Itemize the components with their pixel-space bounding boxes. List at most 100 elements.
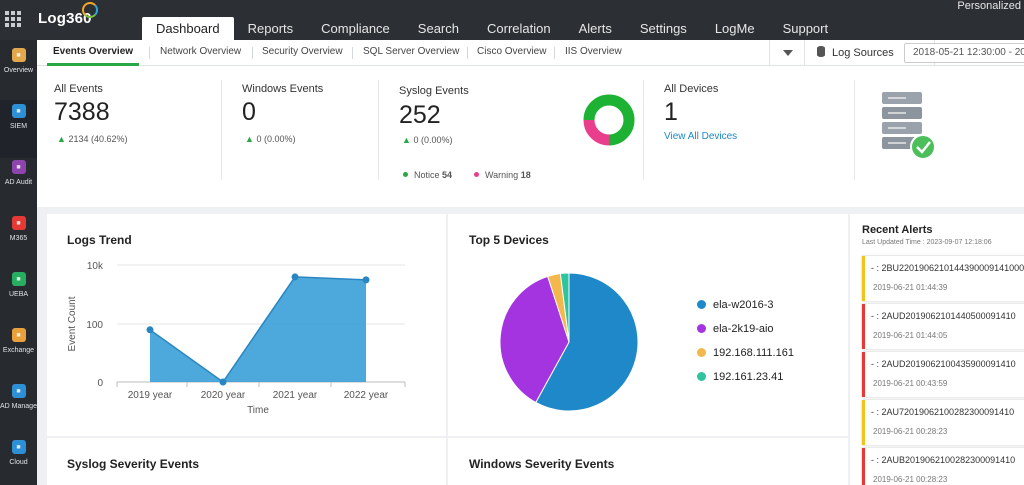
sidebar-item-ad-audit[interactable]: ■ AD Audit <box>0 156 37 214</box>
notice-label: Notice <box>414 170 440 180</box>
pie-slice-ela-w2016-3[interactable] <box>535 272 639 412</box>
sidebar-item-exchange[interactable]: ■ Exchange <box>0 324 37 382</box>
notice-dot-icon <box>403 172 408 177</box>
recent-alerts-panel: Recent Alerts Last Updated Time : 2023-0… <box>850 214 1024 485</box>
legend-item[interactable]: 192.161.23.41 <box>697 371 783 383</box>
view-all-devices-link[interactable]: View All Devices <box>664 131 738 142</box>
app-grid-icon[interactable] <box>5 11 21 27</box>
syslog-events-delta: ▲ 0 (0.00%) <box>402 135 452 145</box>
more-tabs-dropdown[interactable] <box>769 40 805 66</box>
x-tick-label: 2022 year <box>344 390 389 401</box>
alert-item[interactable]: - : 2AUD2019062101440500091410 2019-06-21… <box>862 304 1024 349</box>
top-bar: Log360 Personalized Dashboard Reports Comp… <box>0 0 1024 40</box>
alert-id: - : 2AUD2019062101440500091410 <box>871 311 1016 321</box>
divider <box>221 80 222 180</box>
divider <box>854 80 855 180</box>
alert-item[interactable]: - : 2AUD2019062100435900091410 2019-06-21… <box>862 352 1024 397</box>
alert-id: - : 2BU2201906210144390009141000 <box>871 263 1024 273</box>
windows-events-delta-text: 0 (0.00%) <box>256 134 296 144</box>
tab-support[interactable]: Support <box>782 21 829 36</box>
subtab-events-overview[interactable]: Events Overview <box>47 40 140 66</box>
pie-slice-192-161-23-41[interactable] <box>559 272 570 343</box>
all-devices-title: All Devices <box>664 83 719 95</box>
subtab-sql-server-overview[interactable]: SQL Server Overview <box>363 46 460 57</box>
divider <box>643 80 644 180</box>
syslog-events-value: 252 <box>399 101 441 129</box>
y-tick-label: 10k <box>87 261 104 272</box>
sidebar-item-label: SIEM <box>9 123 28 130</box>
personalized-link[interactable]: Personalized <box>957 0 1021 12</box>
sidebar-item-overview[interactable]: ■ Overview <box>0 44 37 102</box>
windows-events-value: 0 <box>242 98 256 126</box>
tab-logme[interactable]: LogMe <box>714 21 755 36</box>
siem-shield-icon: ■ <box>11 104 26 118</box>
all-events-title: All Events <box>54 83 103 95</box>
windows-severity-card: Windows Severity Events <box>448 438 848 485</box>
recent-alerts-updated: Last Updated Time : 2023-09-07 12:18:06 <box>862 239 992 246</box>
sidebar-item-siem[interactable]: ■ SIEM <box>0 100 37 158</box>
top-5-devices-pie <box>499 272 639 412</box>
alert-item[interactable]: - : 2AU72019062100282300091410 2019-06-21… <box>862 400 1024 445</box>
legend-label: 192.168.111.161 <box>713 347 794 359</box>
legend-item[interactable]: ela-2k19-aio <box>697 323 774 335</box>
tab-separator <box>252 47 253 59</box>
tab-separator <box>352 47 353 59</box>
ueba-icon: ■ <box>11 272 26 286</box>
logs-trend-title: Logs Trend <box>67 233 132 247</box>
sidebar-item-cloud[interactable]: ■ Cloud <box>0 436 37 485</box>
stats-panel: All Events 7388 ▲ 2134 (40.62%) Windows … <box>37 66 1024 207</box>
x-tick-label: 2019 year <box>128 390 173 401</box>
sidebar-item-ueba[interactable]: ■ UEBA <box>0 268 37 326</box>
warning-dot-icon <box>474 172 479 177</box>
area-series-line <box>149 276 367 384</box>
legend-item[interactable]: ela-w2016-3 <box>697 299 774 311</box>
sidebar-item-label: AD Management <box>0 403 37 410</box>
date-range-picker[interactable]: 2018-05-21 12:30:00 - 20 <box>904 43 1024 63</box>
windows-events-delta: ▲ 0 (0.00%) <box>245 134 295 144</box>
x-tick-label: 2020 year <box>201 390 246 401</box>
subtab-security-overview[interactable]: Security Overview <box>262 46 343 57</box>
all-devices-value: 1 <box>664 98 678 126</box>
alert-item[interactable]: - : 2AUB2019062100282300091410 2019-06-21… <box>862 448 1024 485</box>
y-axis-label: Event Count <box>67 296 78 351</box>
pie-slice-ela-2k19-aio[interactable] <box>499 275 570 404</box>
syslog-events-delta-text: 0 (0.00%) <box>413 135 453 145</box>
alert-item[interactable]: - : 2BU2201906210144390009141000 2019-06-… <box>862 256 1024 301</box>
tab-compliance[interactable]: Compliance <box>321 21 390 36</box>
tab-separator <box>149 47 150 59</box>
sidebar-item-ad-management[interactable]: ■ AD Management <box>0 380 37 438</box>
top-5-devices-title: Top 5 Devices <box>469 233 549 247</box>
warning-count: 18 <box>520 170 531 180</box>
data-point[interactable] <box>146 326 154 334</box>
sidebar-item-label: M365 <box>9 235 28 242</box>
sidebar-item-m365[interactable]: ■ M365 <box>0 212 37 270</box>
data-point[interactable] <box>362 276 370 284</box>
tab-separator <box>467 47 468 59</box>
windows-events-title: Windows Events <box>242 83 324 95</box>
data-point[interactable] <box>219 378 227 386</box>
up-arrow-icon: ▲ <box>402 135 411 145</box>
tab-alerts[interactable]: Alerts <box>578 21 612 36</box>
sidebar-item-label: Exchange <box>2 347 35 354</box>
tab-correlation[interactable]: Correlation <box>487 21 551 36</box>
tab-reports[interactable]: Reports <box>247 21 294 36</box>
y-tick-label: 0 <box>97 378 103 389</box>
alert-id: - : 2AU72019062100282300091410 <box>871 407 1015 417</box>
legend-item[interactable]: 192.168.111.161 <box>697 347 794 359</box>
syslog-donut-chart <box>583 94 635 146</box>
all-events-value: 7388 <box>54 98 110 126</box>
subtab-iis-overview[interactable]: IIS Overview <box>565 46 622 57</box>
tab-search[interactable]: Search <box>417 21 459 36</box>
ad-management-icon: ■ <box>11 384 26 398</box>
subtab-cisco-overview[interactable]: Cisco Overview <box>477 46 547 57</box>
ad-audit-icon: ■ <box>11 160 26 174</box>
syslog-legend-notice: Notice 54 <box>403 170 452 180</box>
tab-settings[interactable]: Settings <box>639 21 687 36</box>
donut-segment-warning <box>583 119 610 146</box>
chevron-down-icon <box>783 50 793 56</box>
notice-count: 54 <box>442 170 453 180</box>
tab-dashboard[interactable]: Dashboard <box>142 17 234 40</box>
subtab-network-overview[interactable]: Network Overview <box>160 46 242 57</box>
overview-icon: ■ <box>11 48 26 62</box>
data-point[interactable] <box>291 273 299 281</box>
